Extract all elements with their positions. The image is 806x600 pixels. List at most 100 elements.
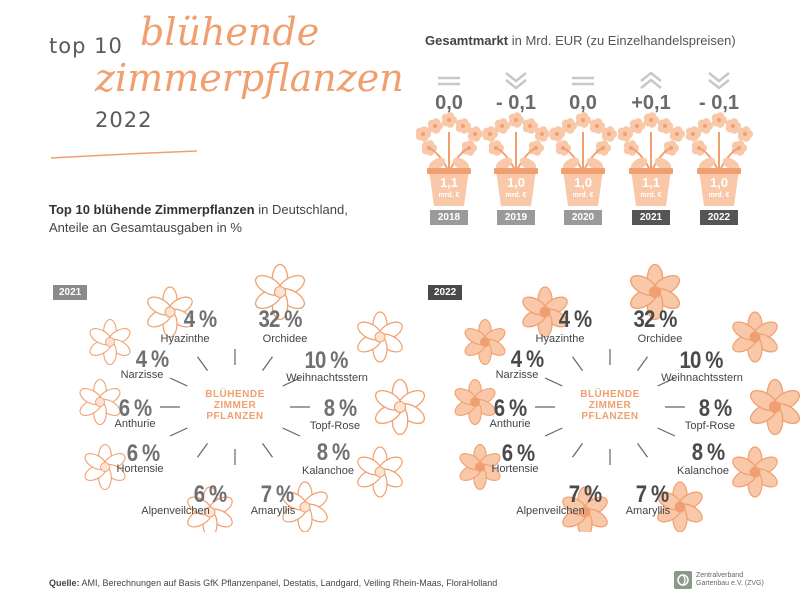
category-label: Orchidee [262, 333, 308, 345]
market-unit: mrd. € [572, 192, 594, 199]
category-label: Alpenveilchen [141, 505, 210, 517]
radial-center-line: ZIMMER [588, 400, 632, 411]
flower-pot-icon [685, 112, 753, 206]
data-label: 8 % [323, 395, 357, 422]
flower-illustration [84, 443, 126, 491]
title-year: 2022 [95, 108, 153, 132]
radial-spoke [657, 427, 676, 437]
data-label: 7 % [635, 481, 669, 508]
subtitle-bold: Top 10 blühende Zimmerpflanzen [49, 202, 255, 217]
flower-illustration [282, 481, 328, 532]
subtitle-rest: in Deutschland, [254, 202, 348, 217]
trend-down-icon [505, 72, 527, 90]
flower-illustration [79, 378, 121, 426]
radial-spoke [169, 427, 188, 437]
category-label: Hortensie [116, 463, 164, 475]
data-label: 10 % [679, 347, 723, 374]
category-label: Amaryllis [250, 505, 296, 517]
market-change: 0,0 [435, 92, 463, 114]
market-value: 1,0 [573, 175, 593, 190]
radial-spoke [572, 443, 583, 458]
zvg-logo-icon [674, 571, 692, 589]
data-label: 8 % [691, 439, 725, 466]
title-script-line2: zimmerpflanzen [95, 56, 404, 100]
data-label: 6 % [193, 481, 227, 508]
flower-illustration [732, 446, 778, 498]
data-label: 4 % [135, 346, 169, 373]
category-label: Kalanchoe [302, 465, 354, 477]
radial-spoke [262, 356, 273, 371]
flower-illustration [147, 286, 193, 338]
category-label: Hyazinthe [535, 333, 585, 345]
flower-pot-icon [482, 112, 550, 206]
flower-illustration [357, 311, 403, 363]
category-label: Kalanchoe [677, 465, 729, 477]
category-label: Anthurie [489, 418, 531, 430]
data-label: 6 % [126, 440, 160, 467]
flower-pot-icon [549, 112, 617, 206]
trend-down-icon [708, 72, 730, 90]
market-value: 1,0 [506, 175, 526, 190]
subtitle-line2: Anteile an Gesamtausgaben in % [49, 220, 242, 235]
title-script-line1: blühende [140, 10, 320, 54]
flower-illustration [629, 263, 681, 321]
data-label: 7 % [568, 481, 602, 508]
category-label: Orchidee [637, 333, 683, 345]
flower-illustration [374, 378, 426, 436]
flower-pot-icon [415, 112, 483, 206]
category-label: Weihnachtsstern [286, 372, 368, 384]
radial-center-line: PFLANZEN [581, 411, 639, 422]
radial-spoke [544, 377, 563, 387]
trend-flat-icon [438, 76, 460, 86]
radial-center-label: BLÜHENDE ZIMMER PFLANZEN [200, 389, 270, 422]
radial-center-line: PFLANZEN [206, 411, 264, 422]
radial-spoke [197, 356, 208, 371]
market-title-bold: Gesamtmarkt [425, 33, 509, 48]
flower-illustration [464, 318, 506, 366]
logo-line2: Gartenbau e.V. (ZVG) [696, 580, 764, 587]
market-year: 2021 [632, 210, 670, 225]
radial-spoke [282, 427, 301, 437]
market-year: 2019 [497, 210, 535, 225]
category-label: Alpenveilchen [516, 505, 585, 517]
data-label: 32 % [633, 306, 677, 333]
data-label: 4 % [183, 306, 217, 333]
data-label: 10 % [304, 347, 348, 374]
year-badge: 2021 [53, 285, 88, 300]
radial-spoke [572, 356, 583, 371]
radial-center-line: BLÜHENDE [580, 389, 640, 400]
radial-decoration [79, 263, 426, 532]
chart-subtitle: Top 10 blühende Zimmerpflanzen in Deutsc… [49, 201, 348, 237]
category-label: Weihnachtsstern [661, 372, 743, 384]
flower-illustration [187, 486, 233, 532]
market-change: +0,1 [631, 92, 671, 114]
category-label: Hortensie [491, 463, 539, 475]
radial-center-line: ZIMMER [213, 400, 257, 411]
data-label: 4 % [510, 346, 544, 373]
flower-illustration [89, 318, 131, 366]
market-unit: mrd. € [438, 192, 460, 199]
flower-illustration [732, 311, 778, 363]
radial-spoke [282, 377, 301, 387]
market-change: - 0,1 [495, 92, 537, 114]
market-year: 2018 [430, 210, 468, 225]
market-year: 2022 [700, 210, 738, 225]
radial-spoke [637, 356, 648, 371]
source-note: Quelle: AMI, Berechnungen auf Basis GfK … [49, 578, 497, 588]
flower-illustration [562, 486, 608, 532]
radial-decoration [454, 263, 801, 532]
trend-up-icon [640, 71, 662, 89]
radial-spoke [657, 377, 676, 387]
market-unit: mrd. € [708, 192, 730, 199]
flower-illustration [357, 446, 403, 498]
data-label: 4 % [558, 306, 592, 333]
radial-spoke [262, 443, 273, 458]
zvg-logo: Zentralverband Gartenbau e.V. (ZVG) [674, 570, 774, 592]
radial-spoke [637, 443, 648, 458]
data-label: 8 % [698, 395, 732, 422]
market-title: Gesamtmarkt in Mrd. EUR (zu Einzelhandel… [425, 33, 736, 48]
flower-illustration [522, 286, 568, 338]
flower-illustration [459, 443, 501, 491]
title-underline [50, 150, 198, 159]
market-change: 0,0 [569, 92, 597, 114]
